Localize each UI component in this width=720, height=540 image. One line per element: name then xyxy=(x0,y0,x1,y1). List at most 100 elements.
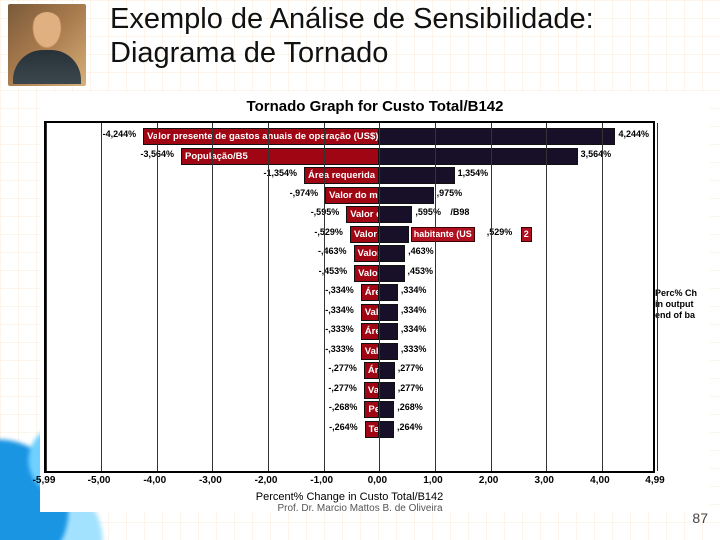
pos-value: ,334% xyxy=(401,285,427,295)
neg-bar: Perímetro estimado(m)/B44 xyxy=(364,401,379,418)
bar-row: Área requerida por hab.(m²)/B4-1,354%1,3… xyxy=(46,166,653,186)
neg-value: -,463% xyxy=(318,246,347,256)
neg-bar: Área total interna da lag. Decantação (m… xyxy=(361,284,380,301)
pos-value: ,333% xyxy=(401,344,427,354)
pos-bar xyxy=(379,265,404,282)
slide: Exemplo de Análise de Sensibilidade: Dia… xyxy=(0,0,720,540)
x-tick: -1,00 xyxy=(310,475,333,486)
neg-bar: Área interna da lagoa aerada (m²)/B71 xyxy=(361,323,380,340)
gridline xyxy=(657,123,658,471)
gridline xyxy=(46,123,47,471)
pos-bar xyxy=(379,421,394,438)
gridline xyxy=(546,123,547,471)
gridline xyxy=(101,123,102,471)
pos-bar xyxy=(379,304,398,321)
x-tick: -5,99 xyxy=(33,475,56,486)
neg-bar: Valor do m² (US$)/B2 xyxy=(325,187,379,204)
bar-row: Valor do m² (US$)/B2 -,974% ,975% xyxy=(46,186,653,206)
pos-bar xyxy=(379,206,412,223)
speaker-photo xyxy=(8,4,86,86)
x-tick: -2,00 xyxy=(255,475,278,486)
pos-value: ,975% xyxy=(437,188,463,198)
neg-value: -,268% xyxy=(329,402,358,412)
neg-bar: Valor do equipamento para desinfecção co… xyxy=(350,226,379,243)
pos-value: ,463% xyxy=(408,246,434,256)
bar-row: Valor presente de gastos anuais de opera… xyxy=(46,127,653,147)
neg-bar: Valor do m² de impermeabilização de lago… xyxy=(361,343,380,360)
neg-bar: Valor do tratamento preliminar por habit… xyxy=(354,245,380,262)
bar-row: Área interna da lagoa aerada (m²)/B71 -,3… xyxy=(46,322,653,342)
gridline xyxy=(379,123,380,471)
neg-value: -,264% xyxy=(329,422,358,432)
x-tick: 0,00 xyxy=(368,475,387,486)
pos-label-badge: habitante (US xyxy=(411,227,475,242)
chart-title: Tornado Graph for Custo Total/B142 xyxy=(40,98,710,115)
bar-row: Valor do m² de impermeabilização (US$)/B… xyxy=(46,303,653,323)
neg-value: -,334% xyxy=(325,285,354,295)
neg-bar: Área interna total da lagoa anaeróbia (m… xyxy=(364,362,379,379)
neg-value: -,277% xyxy=(328,363,357,373)
tornado-chart: Tornado Graph for Custo Total/B142 Perc%… xyxy=(40,92,710,512)
bar-row: Valor do equipamento de desaguamento do … xyxy=(46,205,653,225)
pos-value: 4,244% xyxy=(618,129,649,139)
neg-bar: Valor presente da depreciação anual dos … xyxy=(354,265,379,282)
pos-bar xyxy=(379,401,394,418)
pos-bar xyxy=(379,362,394,379)
bar-row: Valor do m² de impermeabilização de lago… xyxy=(46,381,653,401)
pos-value: ,277% xyxy=(398,363,424,373)
pos-bar xyxy=(379,226,408,243)
bar-row: Área interna total da lagoa anaeróbia (m… xyxy=(46,361,653,381)
right-axis-note: Perc% Chin outputend of ba xyxy=(655,288,705,321)
bar-row: Valor do equipamento para desinfecção co… xyxy=(46,225,653,245)
x-tick: 3,00 xyxy=(535,475,554,486)
gridline xyxy=(324,123,325,471)
footer-credit: Prof. Dr. Marcio Mattos B. de Oliveira xyxy=(0,503,720,514)
gridline xyxy=(212,123,213,471)
pos-bar xyxy=(379,128,615,145)
bar-rows: Valor presente de gastos anuais de opera… xyxy=(46,127,653,439)
neg-bar: Valor do m² de impermeabilização de lago… xyxy=(364,382,379,399)
gridline xyxy=(435,123,436,471)
pos-value: ,268% xyxy=(397,402,423,412)
x-tick: 1,00 xyxy=(423,475,442,486)
neg-bar: Valor do m² de impermeabilização (US$)/B… xyxy=(361,304,380,321)
neg-value: -,529% xyxy=(314,227,343,237)
pos-value: ,595% xyxy=(415,207,441,217)
pos-value: ,264% xyxy=(397,422,423,432)
bar-row: Perímetro estimado(m)/B44 -,268% ,268% xyxy=(46,400,653,420)
gridline xyxy=(157,123,158,471)
pos-value: ,334% xyxy=(401,305,427,315)
pos-value: 3,564% xyxy=(581,149,612,159)
neg-bar: Valor presente de gastos anuais de opera… xyxy=(143,128,379,145)
x-tick: 4,00 xyxy=(590,475,609,486)
bar-row: Valor do tratamento preliminar por habit… xyxy=(46,244,653,264)
pos-value: ,334% xyxy=(401,324,427,334)
neg-value: -,974% xyxy=(290,188,319,198)
neg-value: -,334% xyxy=(325,305,354,315)
neg-bar: Valor do equipamento de desaguamento do … xyxy=(346,206,379,223)
plot-area: Perc% Chin outputend of ba Valor present… xyxy=(44,121,655,473)
x-tick: -3,00 xyxy=(199,475,222,486)
x-axis-label: Percent% Change in Custo Total/B142 xyxy=(44,491,655,503)
bar-row: Telefonia e informática para automação p… xyxy=(46,420,653,440)
pos-value: ,277% xyxy=(398,383,424,393)
pos-bar xyxy=(379,187,433,204)
pos-bar xyxy=(379,245,405,262)
neg-value: -,333% xyxy=(325,324,354,334)
pos-bar xyxy=(379,167,454,184)
pos-value: 1,354% xyxy=(458,168,489,178)
neg-bar: População/B5 xyxy=(181,148,379,165)
gridline xyxy=(491,123,492,471)
bar-row: Área total interna da lag. Decantação (m… xyxy=(46,283,653,303)
pos-value: ,453% xyxy=(408,266,434,276)
pos-continuation-badge: 2 xyxy=(521,227,532,242)
pos-bar xyxy=(379,382,394,399)
x-tick: 2,00 xyxy=(479,475,498,486)
gridline xyxy=(602,123,603,471)
x-tick: -4,00 xyxy=(143,475,166,486)
page-number: 87 xyxy=(692,510,708,526)
bar-row: População/B5-3,564%3,564% xyxy=(46,147,653,167)
neg-value: -,333% xyxy=(325,344,354,354)
pos-bar xyxy=(379,284,398,301)
pos-bar xyxy=(379,148,577,165)
